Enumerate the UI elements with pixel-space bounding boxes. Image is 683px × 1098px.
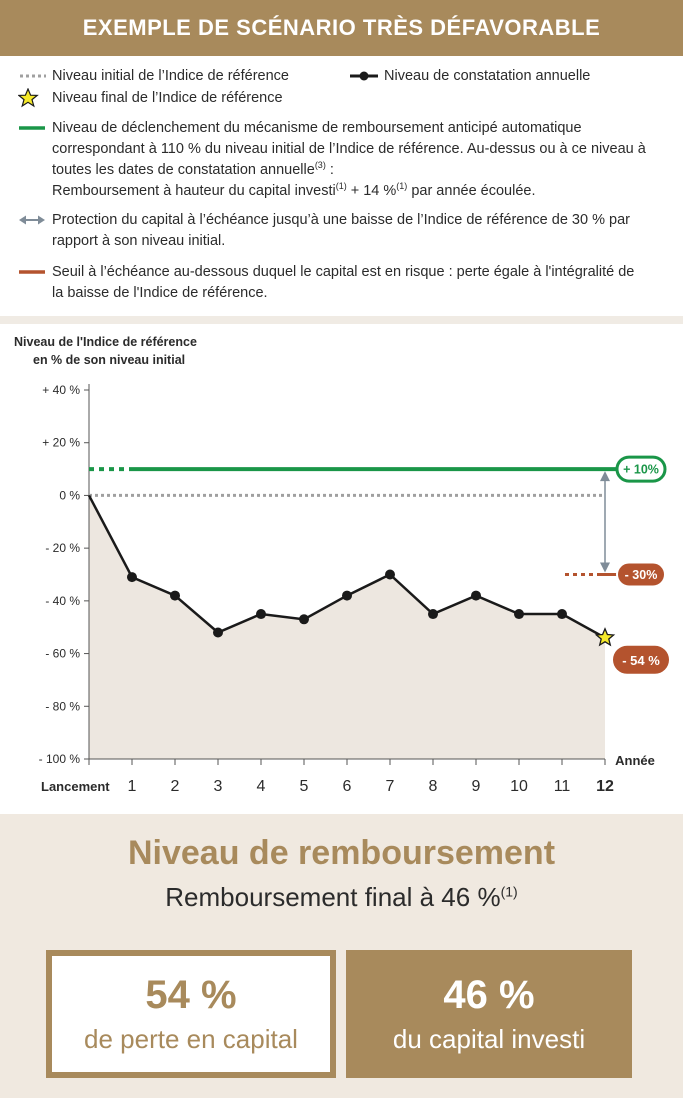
final-level-star-icon <box>594 627 616 647</box>
result-section: Niveau de remboursement Remboursement fi… <box>0 814 683 1098</box>
threshold-label: - 30% <box>625 568 658 582</box>
data-point <box>557 609 567 620</box>
capital-text: du capital investi <box>392 1024 586 1054</box>
data-point <box>213 627 223 638</box>
loss-box: 54 % de perte en capital <box>46 950 336 1078</box>
x-tick-label: 4 <box>257 778 266 795</box>
final-label-pill <box>613 645 669 674</box>
page-title: EXEMPLE DE SCÉNARIO TRÈS DÉFAVORABLE <box>82 15 601 40</box>
data-point <box>471 590 481 601</box>
x-tick-label: Lancement <box>41 779 110 794</box>
x-tick-label: 7 <box>386 778 395 795</box>
data-point <box>514 609 524 620</box>
x-tick-label: 9 <box>472 778 481 795</box>
y-tick-label: + 20 % <box>42 436 80 450</box>
loss-text: de perte en capital <box>84 1024 298 1054</box>
page-header: EXEMPLE DE SCÉNARIO TRÈS DÉFAVORABLE <box>0 0 683 56</box>
y-tick-label: 0 % <box>59 488 80 502</box>
y-axis-label-line2: en % de son niveau initial <box>33 353 185 367</box>
x-tick-label: 5 <box>300 778 309 795</box>
result-subtitle: Remboursement final à 46 %(1) <box>165 882 518 912</box>
double-arrow-icon <box>19 215 45 225</box>
line-dot-icon <box>350 71 378 81</box>
data-point <box>385 569 395 580</box>
y-tick-label: - 100 % <box>39 752 81 766</box>
data-point <box>127 572 137 583</box>
red-line-icon <box>19 270 45 274</box>
data-point <box>428 609 438 620</box>
x-axis-label: Année <box>615 753 655 768</box>
y-tick-label: - 20 % <box>45 541 80 555</box>
data-point <box>170 590 180 601</box>
loss-value: 54 % <box>145 973 237 1017</box>
capital-value: 46 % <box>443 973 535 1017</box>
result-title: Niveau de remboursement <box>127 834 556 872</box>
x-tick-label: 1 <box>128 778 137 795</box>
y-tick-label: + 40 % <box>42 383 80 397</box>
arrow-up-icon <box>600 471 610 482</box>
arrow-down-icon <box>600 562 610 573</box>
x-tick-label: 3 <box>214 778 223 795</box>
chart-area: Niveau de l'Indice de référence en % de … <box>0 324 683 814</box>
dotted-line-icon <box>20 74 46 78</box>
trigger-label-pill <box>615 455 667 483</box>
threshold-label-pill <box>616 561 666 588</box>
x-tick-label: 2 <box>171 778 180 795</box>
x-tick-label: 8 <box>429 778 438 795</box>
final-label: - 54 % <box>622 653 660 668</box>
y-tick-label: - 80 % <box>45 699 80 713</box>
star-icon <box>18 88 39 108</box>
data-point <box>299 614 309 625</box>
data-point <box>256 609 266 620</box>
green-line-icon <box>19 126 45 130</box>
y-tick-label: - 40 % <box>45 594 80 608</box>
x-tick-label: 6 <box>343 778 352 795</box>
x-tick-label: 12 <box>596 778 614 795</box>
capital-box: 46 % du capital investi <box>346 950 632 1078</box>
area-under-curve <box>89 495 605 759</box>
y-axis-label-line1: Niveau de l'Indice de référence <box>14 335 197 349</box>
data-point <box>342 590 352 601</box>
x-tick-label: 10 <box>510 778 528 795</box>
divider-band <box>0 316 683 324</box>
y-tick-label: - 60 % <box>45 647 80 661</box>
trigger-label: + 10% <box>623 463 659 477</box>
legend: Niveau initial de l’Indice de référence … <box>0 56 683 316</box>
line-chart: Niveau de l'Indice de référence en % de … <box>14 335 669 795</box>
x-tick-label: 11 <box>554 778 571 795</box>
